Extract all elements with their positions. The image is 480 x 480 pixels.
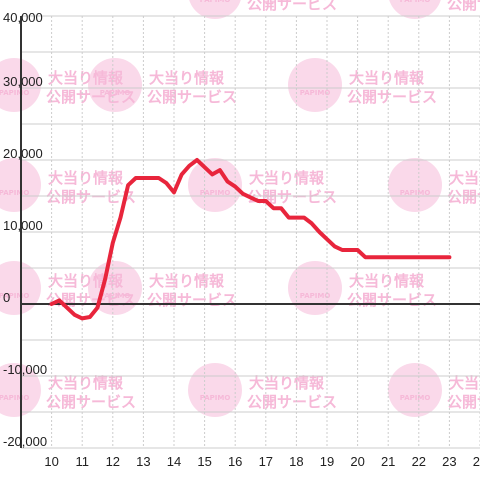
watermark-line1: 大当り情報	[349, 69, 425, 87]
x-tick-label: 21	[381, 454, 395, 469]
watermark-circle-icon	[88, 58, 142, 112]
watermark-line2: 公開サービス	[247, 393, 337, 411]
watermark-logo-text: PAPIMO	[400, 0, 431, 4]
y-tick-label: -20,000	[3, 434, 47, 449]
x-tick-label: 24	[473, 454, 480, 469]
x-tick-label: 18	[289, 454, 303, 469]
watermark-line1: 大当り情報	[449, 374, 480, 392]
x-tick-label: 14	[167, 454, 181, 469]
watermark-line2: 公開サービス	[447, 0, 480, 13]
watermark-logo-text: PAPIMO	[200, 394, 231, 402]
watermark-line2: 公開サービス	[247, 0, 337, 13]
watermark-line2: 公開サービス	[147, 88, 237, 106]
watermark-line1: 大当り情報	[149, 272, 225, 290]
watermark-line2: 公開サービス	[46, 393, 136, 411]
watermark-line1: 大当り情報	[249, 374, 325, 392]
watermark-circle-icon	[288, 261, 342, 315]
watermark-line1: 大当り情報	[449, 169, 480, 187]
y-tick-label: 20,000	[3, 146, 43, 161]
y-tick-label: 0	[3, 290, 10, 305]
y-tick-label: 30,000	[3, 74, 43, 89]
watermark-line1: 大当り情報	[48, 169, 124, 187]
watermark-logo-text: PAPIMO	[200, 0, 231, 4]
y-tick-label: 10,000	[3, 218, 43, 233]
watermark-logo-text: PAPIMO	[400, 394, 431, 402]
watermark-line1: 大当り情報	[249, 169, 325, 187]
watermark-line2: 公開サービス	[447, 188, 480, 206]
watermark-logo-text: PAPIMO	[100, 292, 131, 300]
series-line	[49, 158, 452, 321]
watermark-logo-text: PAPIMO	[300, 89, 331, 97]
y-tick-label: -10,000	[3, 362, 47, 377]
watermark-line2: 公開サービス	[347, 291, 437, 309]
watermark-line1: 大当り情報	[149, 69, 225, 87]
watermark-circle-icon	[188, 158, 242, 212]
x-tick-label: 17	[259, 454, 273, 469]
x-tick-label: 15	[197, 454, 211, 469]
x-tick-label: 20	[350, 454, 364, 469]
watermark-line2: 公開サービス	[46, 188, 136, 206]
tick-label-layer: -20,000 -10,000 0 10,000 20,000 30,000 40,000 1…	[3, 10, 480, 469]
watermark-logo-text: PAPIMO	[0, 292, 29, 300]
watermark-line1: 大当り情報	[48, 374, 124, 392]
watermark-logo-text: PAPIMO	[400, 189, 431, 197]
watermark-logo-text: PAPIMO	[200, 189, 231, 197]
watermark-circle-icon	[189, 0, 241, 19]
series-layer	[49, 158, 452, 321]
x-tick-label: 12	[106, 454, 120, 469]
x-tick-label: 23	[442, 454, 456, 469]
x-tick-label: 10	[44, 454, 58, 469]
x-tick-label: 11	[75, 454, 89, 469]
x-tick-label: 22	[412, 454, 426, 469]
watermark-line2: 公開サービス	[147, 291, 237, 309]
watermark-layer: PAPIMO大当り情報公開サービスPAPIMO大当り情報公開サービスPAPIMO…	[0, 0, 480, 417]
watermark-circle-icon	[88, 261, 142, 315]
watermark-logo-text: PAPIMO	[0, 89, 29, 97]
watermark-circle-icon	[188, 363, 242, 417]
watermark-line1: 大当り情報	[349, 272, 425, 290]
watermark-line2: 公開サービス	[247, 188, 337, 206]
watermark-circle-icon	[288, 58, 342, 112]
watermark-line2: 公開サービス	[447, 393, 480, 411]
watermark-logo-text: PAPIMO	[300, 292, 331, 300]
x-tick-label: 16	[228, 454, 242, 469]
watermark-circle-icon	[389, 0, 441, 19]
watermark-circle-icon	[388, 363, 442, 417]
watermark-line2: 公開サービス	[347, 88, 437, 106]
watermark-logo-text: PAPIMO	[0, 189, 29, 197]
watermark-circle-icon	[388, 158, 442, 212]
x-tick-label: 19	[320, 454, 334, 469]
x-tick-label: 13	[136, 454, 150, 469]
watermark-logo-text: PAPIMO	[0, 394, 29, 402]
y-tick-label: 40,000	[3, 10, 43, 25]
watermark-logo-text: PAPIMO	[100, 89, 131, 97]
